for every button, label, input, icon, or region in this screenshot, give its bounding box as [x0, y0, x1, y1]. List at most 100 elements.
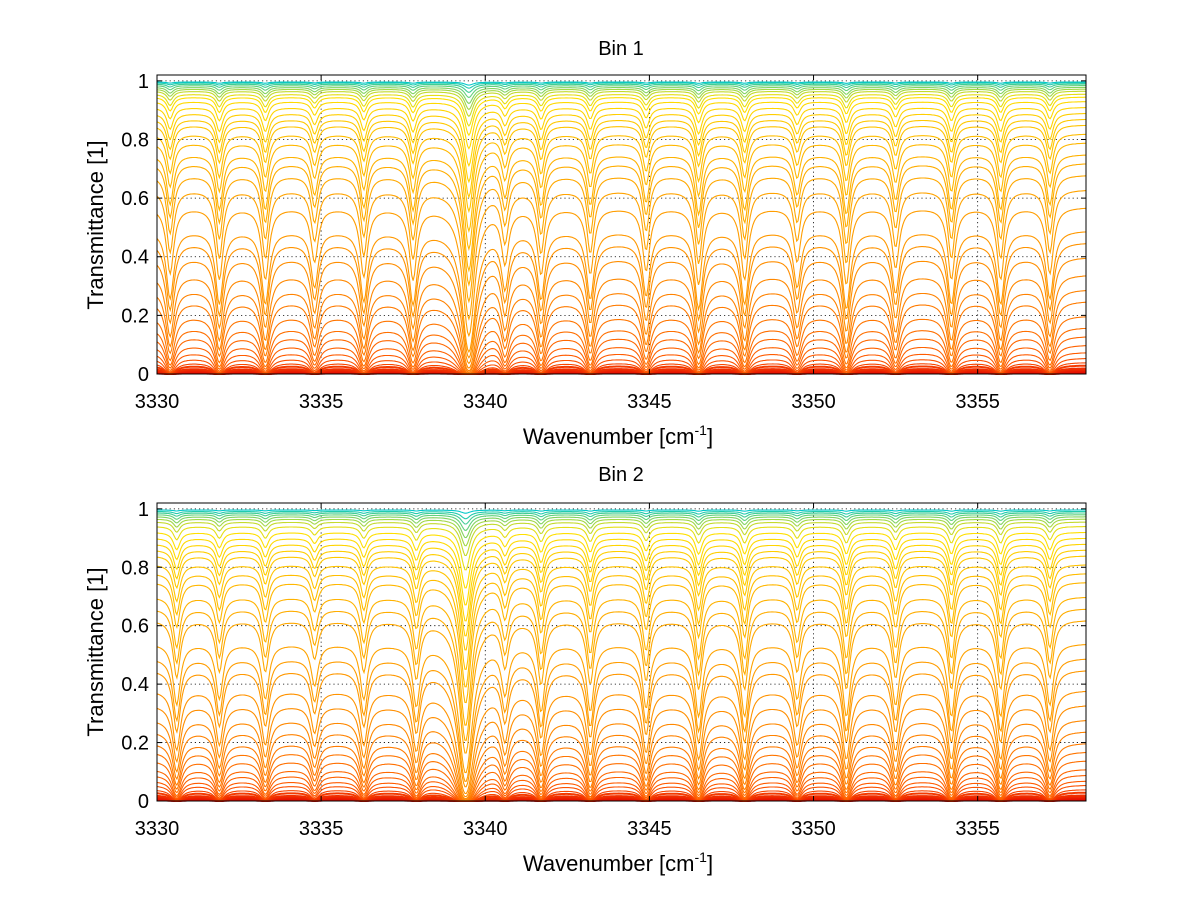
- y-tick-label: 0: [138, 791, 149, 813]
- series-line: [157, 514, 1086, 531]
- x-tick-label: 3355: [955, 818, 1000, 840]
- series-line: [156, 785, 1086, 802]
- series-line: [156, 175, 1087, 304]
- series-line: [156, 358, 1086, 375]
- series-line: [156, 780, 1086, 802]
- plot-title: Bin 2: [598, 464, 644, 486]
- series-line: [156, 275, 1087, 369]
- plot-title: Bin 1: [598, 38, 644, 60]
- series-line: [157, 509, 1086, 514]
- series-line: [156, 243, 1087, 359]
- series-group: [156, 81, 1087, 376]
- y-tick-label: 0.4: [121, 674, 149, 696]
- tick-marks: [156, 75, 1086, 375]
- series-line: [156, 537, 1087, 606]
- series-line: [156, 231, 1087, 354]
- y-tick-label: 0.2: [121, 733, 149, 755]
- x-tick-label: 3350: [791, 391, 836, 413]
- tick-marks: [156, 503, 1086, 802]
- series-line: [157, 521, 1086, 557]
- series-line: [156, 352, 1086, 375]
- series-line: [156, 96, 1086, 137]
- series-line: [156, 86, 1086, 105]
- series-line: [156, 791, 1086, 802]
- series-line: [157, 82, 1086, 89]
- series-line: [157, 512, 1086, 525]
- series-line: [156, 555, 1086, 651]
- series-line: [156, 290, 1087, 372]
- series-line: [156, 83, 1086, 93]
- series-line: [156, 620, 1086, 754]
- y-tick-label: 0.4: [121, 247, 149, 269]
- y-axis-label: Transmittance [1]: [83, 140, 108, 309]
- y-tick-label: 0.2: [121, 305, 149, 327]
- axes-box: [156, 502, 1087, 802]
- series-line: [156, 133, 1087, 234]
- series-line: [156, 608, 1087, 741]
- series-line: [156, 362, 1087, 375]
- y-tick-labels: 0 0.2 0.4 0.6 0.8 1: [121, 499, 149, 813]
- series-line: [156, 670, 1087, 788]
- series-line: [156, 85, 1086, 99]
- x-tick-labels: 3330 3335 3340 3345 3350 3355: [135, 391, 1000, 413]
- y-tick-label: 0.8: [121, 557, 149, 579]
- series-line: [156, 775, 1086, 802]
- series-line: [156, 720, 1087, 800]
- plot-panel-bin-1: Bin 1 3330 3335 3340 3345 3350 3355 0 0.2 0.4 0.…: [83, 38, 1087, 449]
- series-line: [156, 88, 1086, 111]
- series-line: [156, 90, 1086, 118]
- series-line: [156, 531, 1086, 589]
- series-line: [156, 93, 1087, 127]
- series-line: [156, 596, 1087, 726]
- series-line: [156, 190, 1087, 321]
- y-tick-label: 0.6: [121, 188, 149, 210]
- series-line: [156, 142, 1087, 252]
- series-line: [156, 526, 1086, 571]
- series-line: [156, 518, 1086, 547]
- y-tick-labels: 0 0.2 0.4 0.6 0.8 1: [121, 71, 149, 386]
- series-line: [156, 101, 1086, 150]
- series-line: [156, 705, 1086, 798]
- series-line: [156, 564, 1087, 670]
- series-line: [156, 124, 1087, 214]
- series-line: [156, 516, 1086, 539]
- series-line: [156, 257, 1087, 365]
- series-line: [156, 789, 1087, 802]
- series-line: [156, 582, 1086, 704]
- x-tick-label: 3345: [627, 391, 672, 413]
- series-line: [156, 743, 1086, 801]
- axes-box: [156, 74, 1087, 375]
- y-tick-label: 0.8: [121, 129, 149, 151]
- series-line: [156, 573, 1086, 688]
- y-axis-label: Transmittance [1]: [83, 567, 108, 736]
- series-line: [156, 690, 1087, 795]
- x-axis-label: Wavenumber [cm-1]: [523, 422, 713, 449]
- series-line: [157, 510, 1086, 520]
- series-line: [156, 336, 1087, 375]
- series-line: [156, 207, 1087, 338]
- series-line: [156, 118, 1086, 199]
- series-line: [156, 751, 1087, 802]
- series-line: [156, 316, 1087, 374]
- series-line: [156, 549, 1086, 637]
- series-line: [157, 81, 1086, 86]
- x-tick-label: 3340: [463, 391, 508, 413]
- x-tick-label: 3330: [135, 391, 180, 413]
- series-line: [156, 301, 1087, 373]
- x-tick-label: 3330: [135, 818, 180, 840]
- x-tick-label: 3355: [955, 391, 1000, 413]
- x-tick-label: 3345: [627, 818, 672, 840]
- series-line: [156, 107, 1086, 168]
- plot-panel-bin-2: Bin 2 3330 3335 3340 3345 3350 3355 0 0.2 0.4 0.…: [83, 464, 1087, 876]
- series-line: [156, 760, 1087, 802]
- x-tick-labels: 3330 3335 3340 3345 3350 3355: [135, 818, 1000, 840]
- y-tick-label: 0: [138, 364, 149, 386]
- x-tick-label: 3340: [463, 818, 508, 840]
- x-tick-label: 3350: [791, 818, 836, 840]
- series-line: [156, 543, 1086, 622]
- series-line: [156, 327, 1087, 375]
- series-line: [156, 731, 1086, 801]
- series-group: [156, 509, 1087, 803]
- series-line: [156, 113, 1086, 184]
